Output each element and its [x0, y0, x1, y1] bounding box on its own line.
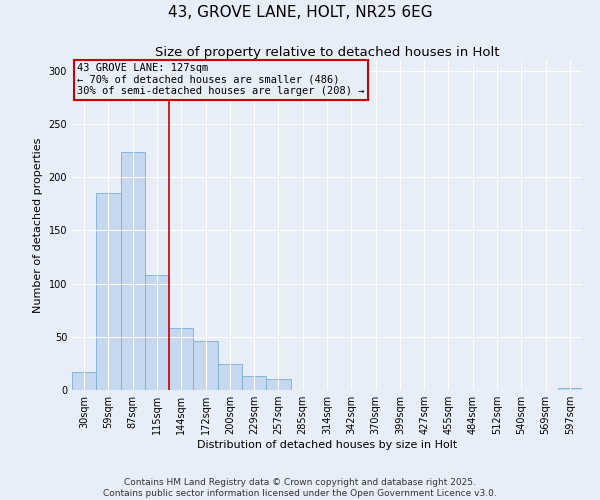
- Bar: [169, 328, 193, 390]
- Text: 43, GROVE LANE, HOLT, NR25 6EG: 43, GROVE LANE, HOLT, NR25 6EG: [167, 5, 433, 20]
- Bar: [558, 388, 582, 390]
- Bar: [96, 193, 121, 390]
- Text: Contains HM Land Registry data © Crown copyright and database right 2025.
Contai: Contains HM Land Registry data © Crown c…: [103, 478, 497, 498]
- Bar: [218, 364, 242, 390]
- Bar: [193, 341, 218, 390]
- Y-axis label: Number of detached properties: Number of detached properties: [33, 138, 43, 312]
- Bar: [72, 372, 96, 390]
- Text: 43 GROVE LANE: 127sqm
← 70% of detached houses are smaller (486)
30% of semi-det: 43 GROVE LANE: 127sqm ← 70% of detached …: [77, 64, 365, 96]
- Bar: [266, 380, 290, 390]
- X-axis label: Distribution of detached houses by size in Holt: Distribution of detached houses by size …: [197, 440, 457, 450]
- Bar: [242, 376, 266, 390]
- Bar: [121, 152, 145, 390]
- Bar: [145, 275, 169, 390]
- Title: Size of property relative to detached houses in Holt: Size of property relative to detached ho…: [155, 46, 499, 59]
